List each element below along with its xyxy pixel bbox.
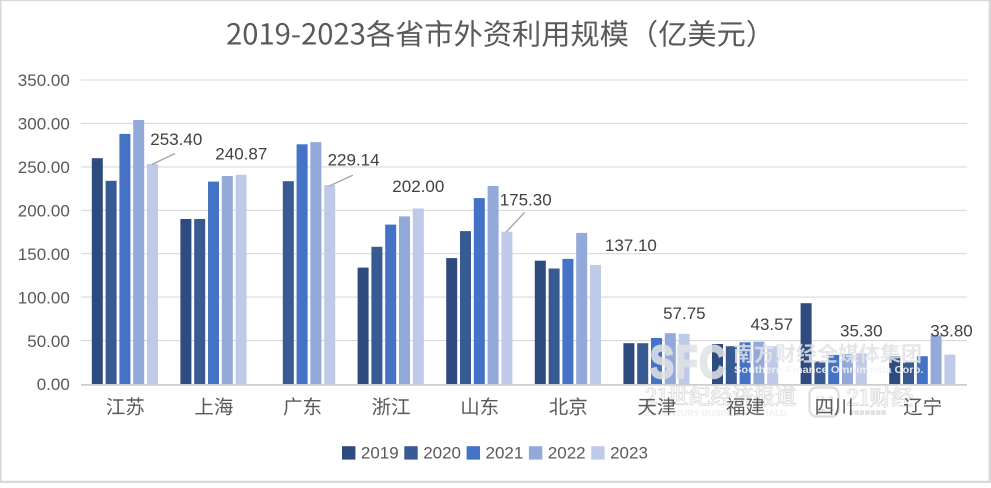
svg-text:229.14: 229.14 (328, 151, 380, 170)
svg-text:200.00: 200.00 (18, 202, 70, 221)
svg-text:240.87: 240.87 (215, 145, 267, 164)
svg-text:21 CENTURY BUSINESS HERALD: 21 CENTURY BUSINESS HERALD (645, 409, 787, 418)
svg-text:202.00: 202.00 (392, 177, 444, 196)
svg-text:33.80: 33.80 (930, 321, 973, 340)
svg-text:250.00: 250.00 (18, 158, 70, 177)
svg-text:175.30: 175.30 (500, 191, 552, 210)
svg-text:2023: 2023 (610, 444, 648, 463)
svg-text:150.00: 150.00 (18, 245, 70, 264)
svg-text:57.75: 57.75 (663, 304, 706, 323)
svg-text:2021: 2021 (486, 444, 524, 463)
svg-text:35.30: 35.30 (840, 321, 883, 340)
svg-text:253.40: 253.40 (150, 130, 202, 149)
svg-text:100.00: 100.00 (18, 288, 70, 307)
svg-text:300.00: 300.00 (18, 115, 70, 134)
svg-text:F: F (676, 337, 698, 388)
svg-text:137.10: 137.10 (605, 236, 657, 255)
svg-text:S: S (650, 337, 674, 388)
svg-text:2022: 2022 (548, 444, 586, 463)
svg-text:0.00: 0.00 (37, 375, 70, 394)
svg-text:2019: 2019 (361, 444, 399, 463)
svg-text:350.00: 350.00 (18, 71, 70, 90)
svg-text:Southern Finance Omnimedia Cor: Southern Finance Omnimedia Corp. (734, 365, 924, 376)
svg-text:2020: 2020 (423, 444, 461, 463)
svg-text:C: C (700, 337, 726, 388)
svg-text:43.57: 43.57 (751, 315, 794, 334)
svg-text:50.00: 50.00 (27, 332, 70, 351)
